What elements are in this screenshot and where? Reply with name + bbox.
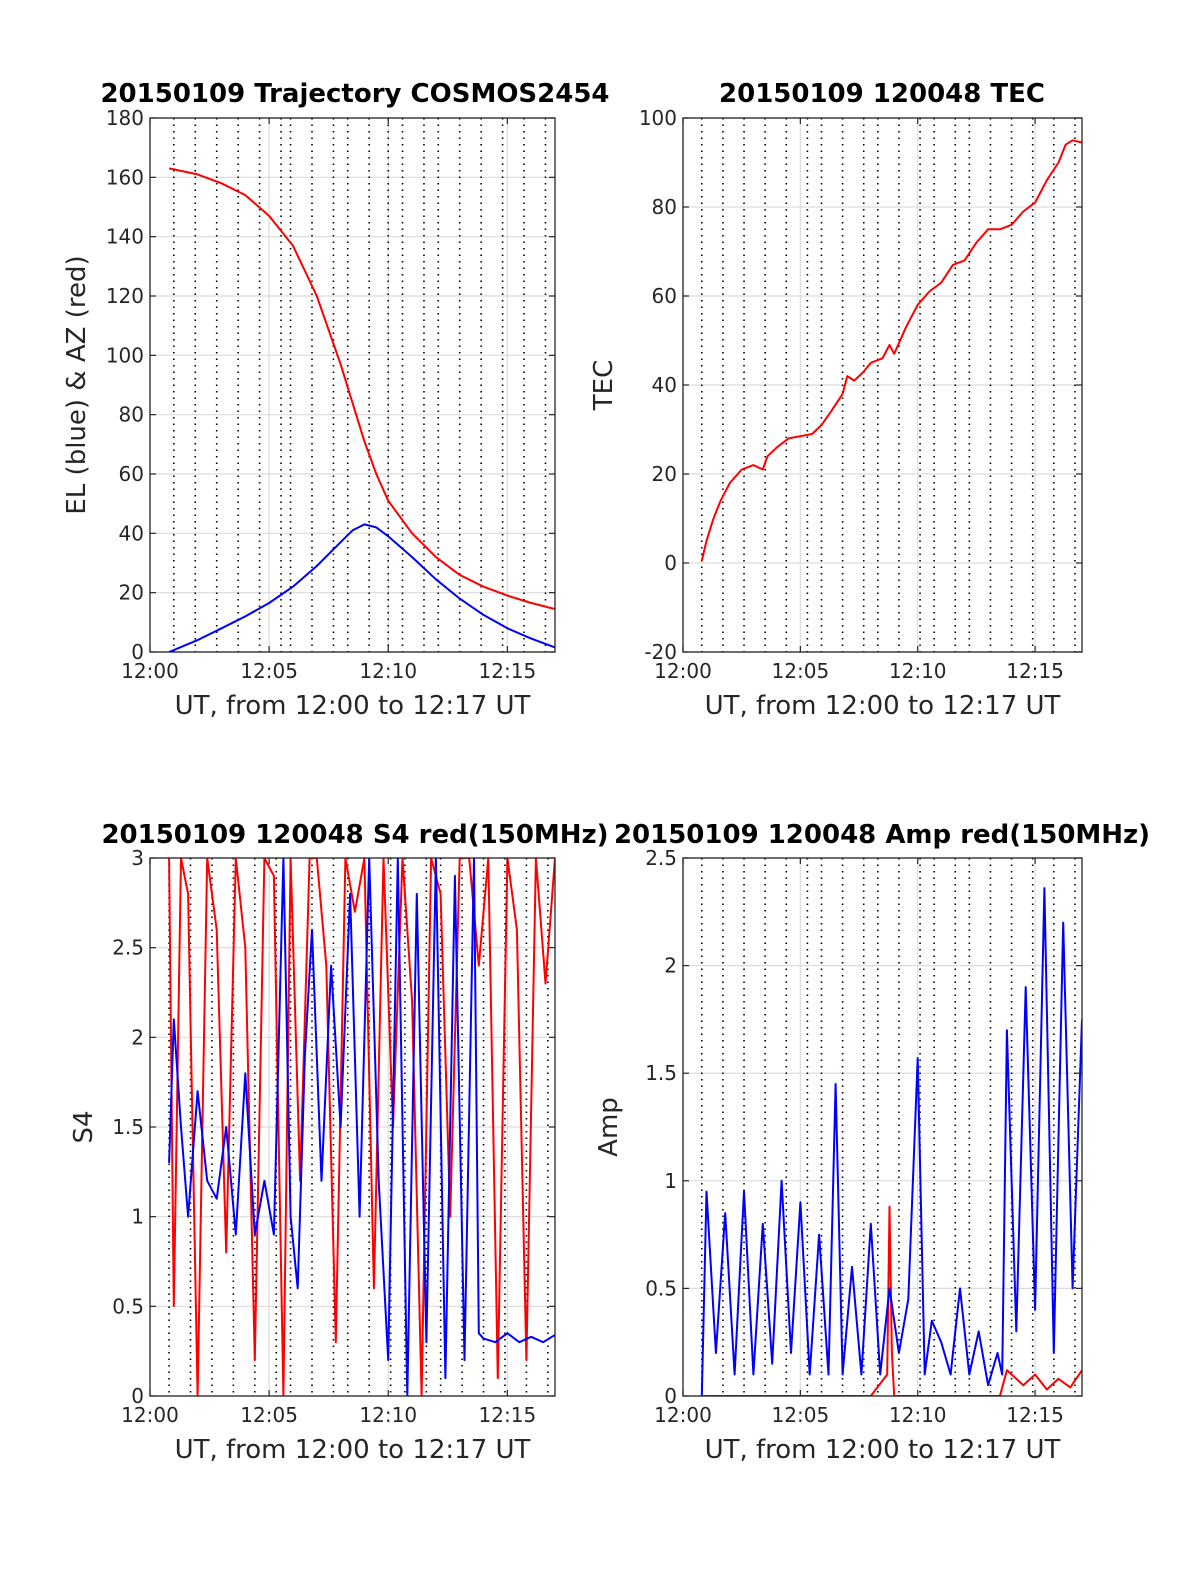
x-tick-label: 12:10 xyxy=(359,659,417,683)
series-line-red xyxy=(701,1205,1082,1396)
x-tick-label: 12:00 xyxy=(121,1403,179,1427)
x-tick-label: 12:15 xyxy=(1006,659,1064,683)
x-tick-label: 12:00 xyxy=(654,1403,712,1427)
y-tick-label: 100 xyxy=(106,343,144,367)
y-axis-label: S4 xyxy=(69,1110,99,1143)
y-tick-label: 20 xyxy=(652,462,677,486)
plot-frame xyxy=(682,857,1083,1397)
y-axis-label: TEC xyxy=(589,360,619,411)
y-tick-label: 0 xyxy=(664,1384,677,1408)
series-line-blue xyxy=(168,523,555,652)
x-axis-label: UT, from 12:00 to 12:17 UT xyxy=(705,1435,1061,1465)
x-tick-label: 12:10 xyxy=(359,1403,417,1427)
x-tick-label: 12:10 xyxy=(889,1403,947,1427)
x-tick-label: 12:00 xyxy=(121,659,179,683)
x-axis-label: UT, from 12:00 to 12:17 UT xyxy=(175,691,531,721)
y-tick-label: 80 xyxy=(652,195,677,219)
x-tick-label: 12:05 xyxy=(772,659,830,683)
y-tick-label: 60 xyxy=(652,284,677,308)
y-tick-label: 140 xyxy=(106,225,144,249)
panel-tec: -20 0 20 40 60 80 100 12:00 12:05 12:10 12:15 UT, f… xyxy=(589,79,1083,721)
x-tick-label: 12:00 xyxy=(654,659,712,683)
y-axis-label: EL (blue) & AZ (red) xyxy=(62,255,92,514)
y-tick-label: 1 xyxy=(131,1205,144,1229)
y-tick-label: 2.5 xyxy=(112,936,144,960)
y-tick-label: 60 xyxy=(119,462,144,486)
series-line-red xyxy=(700,139,1082,562)
y-tick-label: 1 xyxy=(664,1169,677,1193)
y-tick-label: 0 xyxy=(664,551,677,575)
y-tick-label: 2 xyxy=(131,1025,144,1049)
y-tick-label: 20 xyxy=(119,581,144,605)
y-tick-label: 2 xyxy=(664,954,677,978)
y-tick-label: 180 xyxy=(106,106,144,130)
series-line-blue xyxy=(700,887,1082,1396)
panel-s4: 0 0.5 1 1.5 2 2.5 3 12:00 12:05 12:10 12:15 UT, fro… xyxy=(69,820,609,1465)
y-tick-label: 1.5 xyxy=(112,1115,144,1139)
y-tick-label: 100 xyxy=(639,106,677,130)
y-tick-label: 80 xyxy=(119,403,144,427)
series-line-blue xyxy=(168,858,555,1396)
y-tick-label: 0.5 xyxy=(112,1294,144,1318)
y-tick-label: 40 xyxy=(652,373,677,397)
y-tick-label: 2.5 xyxy=(645,846,677,870)
x-tick-label: 12:05 xyxy=(772,1403,830,1427)
chart-title: 20150109 120048 S4 red(150MHz) xyxy=(101,820,608,850)
y-tick-label: 0 xyxy=(131,1384,144,1408)
series-line-red xyxy=(168,167,555,610)
chart-title: 20150109 120048 Amp red(150MHz) xyxy=(614,820,1150,850)
y-tick-label: 0.5 xyxy=(645,1276,677,1300)
y-tick-label: 120 xyxy=(106,284,144,308)
chart-title: 20150109 120048 TEC xyxy=(719,79,1045,109)
x-tick-label: 12:10 xyxy=(889,659,947,683)
x-tick-label: 12:05 xyxy=(240,1403,298,1427)
x-tick-label: 12:15 xyxy=(1006,1403,1064,1427)
x-axis-label: UT, from 12:00 to 12:17 UT xyxy=(175,1435,531,1465)
panel-amp: 0 0.5 1 1.5 2 2.5 12:00 12:05 12:10 12:15 UT, from… xyxy=(594,820,1150,1465)
x-tick-label: 12:15 xyxy=(479,1403,537,1427)
plot-frame xyxy=(149,117,556,653)
x-tick-label: 12:05 xyxy=(240,659,298,683)
y-tick-label: 1.5 xyxy=(645,1061,677,1085)
series-line-red xyxy=(168,858,555,1396)
chart-title: 20150109 Trajectory COSMOS2454 xyxy=(100,79,609,109)
y-tick-label: 160 xyxy=(106,165,144,189)
y-tick-label: 40 xyxy=(119,521,144,545)
panel-trajectory: 0 20 40 60 80 100 120 140 160 180 12:00 12:05 12:10 1… xyxy=(62,79,610,721)
y-tick-label: 0 xyxy=(131,640,144,664)
y-tick-label: -20 xyxy=(644,640,677,664)
y-axis-label: Amp xyxy=(594,1097,624,1157)
x-tick-label: 12:15 xyxy=(479,659,537,683)
y-tick-label: 3 xyxy=(131,846,144,870)
x-axis-label: UT, from 12:00 to 12:17 UT xyxy=(705,691,1061,721)
